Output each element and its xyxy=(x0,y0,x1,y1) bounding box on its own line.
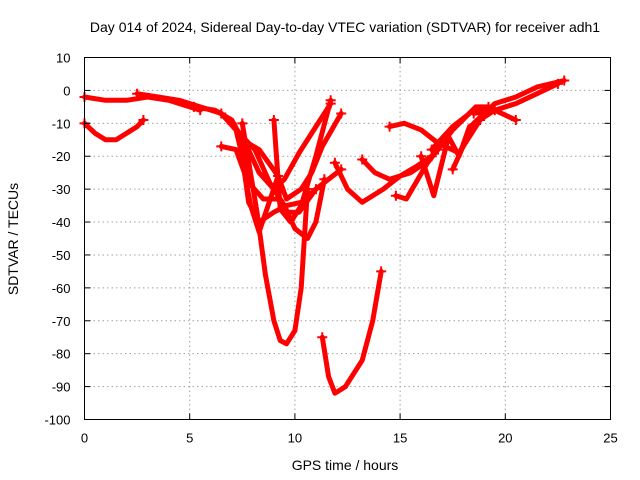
y-tick-label: -70 xyxy=(52,314,71,329)
plot-frame xyxy=(84,57,611,420)
series-marker xyxy=(216,141,227,152)
series-marker xyxy=(317,332,328,343)
x-tick-label: 25 xyxy=(603,431,617,446)
series-marker xyxy=(329,157,340,168)
series-marker xyxy=(357,154,368,165)
series-arc-10 xyxy=(239,120,310,347)
series-marker xyxy=(319,174,330,185)
y-tick-label: -20 xyxy=(52,149,71,164)
x-tick-label: 10 xyxy=(288,431,302,446)
y-tick-label: -50 xyxy=(52,248,71,263)
y-tick-label: -40 xyxy=(52,215,71,230)
y-axis-label: SDTVAR / TECUs xyxy=(5,183,21,295)
series-marker xyxy=(468,108,479,119)
y-tick-label: -10 xyxy=(52,116,71,131)
series-marker xyxy=(559,75,570,86)
series-arc-3 xyxy=(134,91,334,192)
series-arc-6 xyxy=(218,143,281,235)
x-tick-label: 5 xyxy=(186,431,193,446)
series-marker xyxy=(226,118,237,129)
series-marker xyxy=(268,115,279,126)
series-marker xyxy=(447,164,458,175)
y-tick-label: 0 xyxy=(63,83,70,98)
series-arc-11 xyxy=(319,268,384,396)
series-marker xyxy=(302,184,313,195)
x-tick-label: 15 xyxy=(393,431,407,446)
series-marker xyxy=(188,101,199,112)
series-marker xyxy=(138,115,149,126)
series-marker xyxy=(376,266,387,277)
y-tick-label: -90 xyxy=(52,380,71,395)
chart-title: Day 014 of 2024, Sidereal Day-to-day VTE… xyxy=(90,19,600,35)
series-marker xyxy=(310,184,321,195)
x-tick-label: 20 xyxy=(498,431,512,446)
series-marker xyxy=(336,108,347,119)
series-marker xyxy=(552,78,563,89)
series-arc-18 xyxy=(450,78,567,172)
series-marker xyxy=(510,115,521,126)
y-tick-label: -60 xyxy=(52,281,71,296)
series-marker xyxy=(325,95,336,106)
series-arc-19 xyxy=(471,81,561,116)
series-marker xyxy=(384,121,395,132)
series-layer xyxy=(79,75,570,396)
series-arc-15 xyxy=(393,104,491,202)
series-marker xyxy=(216,108,227,119)
series-marker xyxy=(237,118,248,129)
series-marker xyxy=(132,88,143,99)
y-tick-label: -100 xyxy=(44,413,70,428)
x-axis-label: GPS time / hours xyxy=(292,457,399,473)
grid-layer xyxy=(84,57,611,420)
series-marker xyxy=(416,151,427,162)
y-tick-label: -30 xyxy=(52,182,71,197)
y-tick-label: 10 xyxy=(56,51,70,66)
series-marker xyxy=(426,144,437,155)
y-tick-label: -80 xyxy=(52,347,71,362)
series-arc-7 xyxy=(239,110,344,202)
x-tick-label: 0 xyxy=(81,431,88,446)
series-arc-1 xyxy=(82,117,146,143)
series-marker xyxy=(390,190,401,201)
